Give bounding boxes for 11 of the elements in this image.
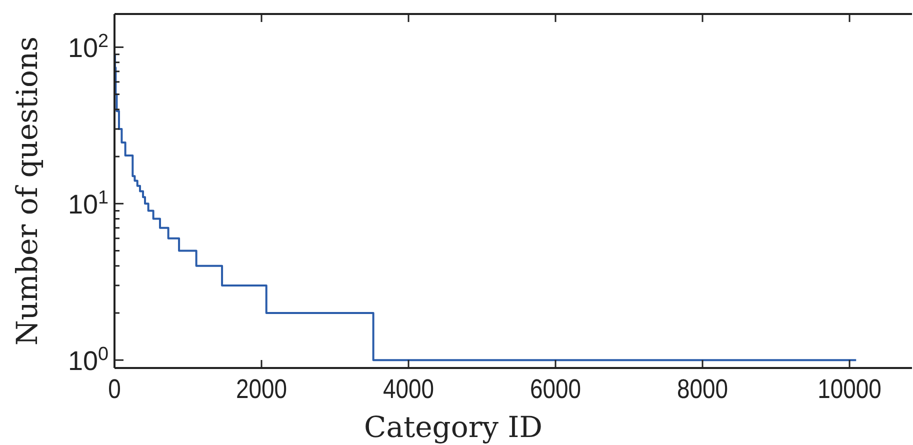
- x-tick-label: 2000: [236, 374, 288, 404]
- x-axis-title: Category ID: [364, 410, 542, 444]
- x-tick-label: 8000: [676, 374, 728, 404]
- x-tick-label: 10000: [818, 374, 882, 404]
- x-tick-label: 4000: [382, 374, 434, 404]
- x-tick-label: 0: [108, 374, 121, 404]
- y-tick-label: 10$^{2}$: [68, 30, 108, 64]
- x-tick-label: 6000: [530, 374, 582, 404]
- y-tick-label: 10$^{0}$: [68, 344, 108, 376]
- y-axis-title: Number of questions: [10, 36, 44, 346]
- y-tick-label: 10$^{1}$: [68, 187, 108, 220]
